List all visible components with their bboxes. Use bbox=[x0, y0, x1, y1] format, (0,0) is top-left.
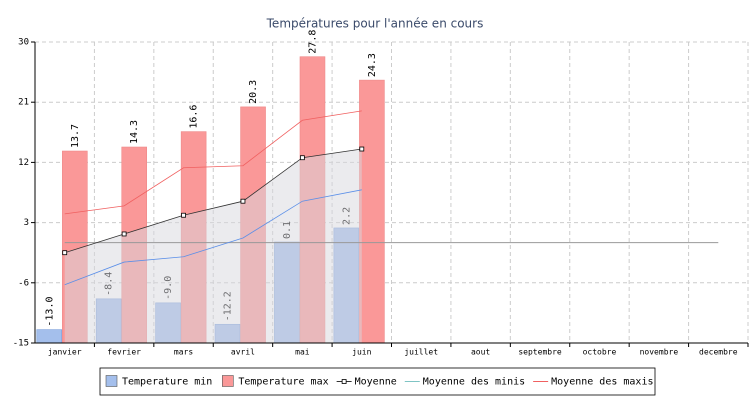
bar bbox=[36, 329, 63, 344]
x-tick-label: aout bbox=[471, 348, 490, 357]
marker bbox=[359, 146, 365, 152]
y-tick-label: -6 bbox=[18, 278, 29, 288]
data-label: 27.8 bbox=[307, 30, 318, 54]
legend: Temperature min Temperature max Moyenne Moy… bbox=[105, 375, 654, 388]
x-tick-label: avril bbox=[231, 348, 255, 357]
y-tick-label: 3 bbox=[24, 218, 29, 228]
data-label: -13.0 bbox=[44, 297, 55, 327]
x-tick-label: juin bbox=[352, 348, 371, 357]
data-label: 20.3 bbox=[248, 80, 259, 104]
x-tick-label: mai bbox=[295, 348, 310, 357]
x-tick-label: octobre bbox=[583, 348, 617, 357]
x-tick-label: mars bbox=[174, 348, 193, 357]
y-tick-label: 21 bbox=[18, 98, 29, 108]
x-tick-label: septembre bbox=[518, 348, 562, 357]
x-tick-label: decembre bbox=[699, 348, 738, 357]
marker bbox=[299, 155, 305, 161]
line bbox=[64, 110, 362, 215]
x-tick-label: juillet bbox=[404, 348, 438, 357]
marker bbox=[181, 212, 186, 218]
bar bbox=[359, 79, 385, 344]
legend-label: Moyenne des minis bbox=[423, 377, 525, 388]
data-label: 16.6 bbox=[189, 105, 200, 129]
line bbox=[64, 189, 362, 286]
y-tick-label: 30 bbox=[18, 38, 29, 48]
legend-label: Temperature max bbox=[238, 377, 328, 388]
x-tick-label: fevrier bbox=[107, 348, 141, 357]
marker bbox=[62, 250, 68, 256]
legend-label: Temperature min bbox=[122, 377, 212, 388]
y-tick-label: -15 bbox=[13, 339, 29, 349]
legend-label: Moyenne bbox=[355, 377, 397, 388]
legend-marker bbox=[341, 379, 347, 384]
area bbox=[64, 149, 362, 343]
x-tick-label: novembre bbox=[640, 348, 679, 357]
legend-swatch bbox=[105, 375, 118, 387]
data-label: 13.7 bbox=[70, 124, 81, 148]
legend-swatch bbox=[222, 375, 234, 387]
marker bbox=[121, 231, 127, 237]
legend-label: Moyenne des maxis bbox=[551, 377, 653, 388]
data-label: 24.3 bbox=[367, 53, 378, 77]
x-tick-label: janvier bbox=[48, 348, 82, 357]
line bbox=[64, 148, 362, 254]
data-label: 14.3 bbox=[129, 120, 140, 144]
y-tick-label: 12 bbox=[18, 158, 29, 168]
chart-title: Températures pour l'année en cours bbox=[266, 17, 484, 31]
marker bbox=[240, 198, 246, 204]
legend-box bbox=[99, 367, 656, 396]
